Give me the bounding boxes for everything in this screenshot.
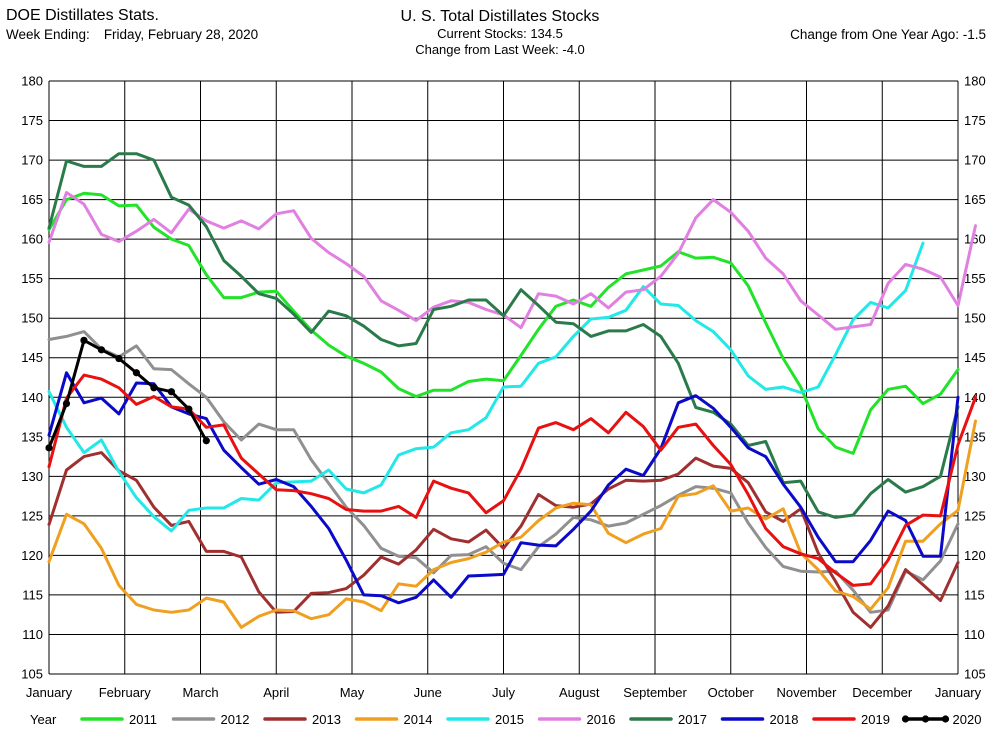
y-tick-label-left: 135 bbox=[21, 429, 43, 444]
x-tick-label: August bbox=[559, 685, 600, 700]
x-tick-label: March bbox=[182, 685, 218, 700]
current-stocks: Current Stocks: 134.5 bbox=[437, 26, 563, 41]
y-tick-label-left: 180 bbox=[21, 74, 43, 89]
series-point-2020 bbox=[167, 388, 175, 396]
series-point-2020 bbox=[97, 346, 106, 354]
series-line-2018 bbox=[47, 371, 960, 605]
y-tick-label-right: 110 bbox=[964, 627, 985, 642]
series-line-2014 bbox=[47, 419, 977, 629]
y-tick-label-left: 145 bbox=[21, 350, 43, 365]
week-ending: Week Ending: Friday, February 28, 2020 bbox=[6, 26, 258, 43]
series-point-2020 bbox=[202, 437, 210, 445]
legend-label-2015: 2015 bbox=[495, 712, 524, 727]
chart-header: U. S. Total Distillates Stocks Current S… bbox=[0, 7, 1000, 58]
legend-marker-2020 bbox=[901, 715, 910, 723]
legend-label-2013: 2013 bbox=[312, 712, 341, 727]
week-ending-value: Friday, February 28, 2020 bbox=[103, 27, 259, 42]
y-tick-label-left: 155 bbox=[21, 271, 43, 286]
legend-label-2014: 2014 bbox=[404, 712, 433, 727]
series-point-2020 bbox=[45, 444, 53, 452]
series-line-2020 bbox=[47, 338, 208, 450]
series-line-2016 bbox=[47, 191, 977, 331]
y-tick-label-left: 110 bbox=[22, 627, 43, 642]
series-point-2020 bbox=[115, 354, 123, 363]
y-tick-label-right: 150 bbox=[964, 311, 986, 326]
x-tick-label: September bbox=[623, 685, 687, 700]
y-tick-label-left: 170 bbox=[21, 153, 43, 168]
y-tick-label-left: 105 bbox=[21, 667, 43, 682]
chart-title: U. S. Total Distillates Stocks bbox=[400, 8, 600, 25]
x-tick-label: May bbox=[340, 685, 365, 700]
y-tick-label-right: 130 bbox=[964, 469, 986, 484]
legend-label-2018: 2018 bbox=[770, 712, 799, 727]
x-tick-label: January bbox=[935, 685, 982, 700]
y-tick-label-right: 165 bbox=[964, 192, 986, 207]
x-tick-label: November bbox=[777, 685, 838, 700]
week-ending-label: Week Ending: bbox=[6, 27, 90, 42]
series-line-2017 bbox=[47, 152, 960, 519]
series-line-2013 bbox=[47, 451, 960, 629]
y-tick-label-left: 130 bbox=[21, 469, 43, 484]
x-tick-label: April bbox=[263, 685, 289, 700]
x-tick-label: July bbox=[492, 685, 516, 700]
x-tick-label: January bbox=[26, 685, 73, 700]
y-tick-label-right: 135 bbox=[964, 429, 986, 444]
legend-marker-2020 bbox=[941, 715, 950, 723]
legend-marker-2020 bbox=[921, 715, 930, 723]
x-tick-label: October bbox=[708, 685, 755, 700]
x-tick-label: December bbox=[852, 685, 913, 700]
y-tick-label-right: 145 bbox=[964, 350, 986, 365]
y-tick-label-right: 180 bbox=[964, 74, 986, 89]
y-tick-label-left: 120 bbox=[21, 548, 43, 563]
y-tick-label-right: 160 bbox=[964, 232, 986, 247]
app-title: DOE Distillates Stats. bbox=[6, 7, 159, 24]
legend-label-2011: 2011 bbox=[129, 712, 157, 727]
x-tick-label: February bbox=[99, 685, 152, 700]
y-tick-label-right: 155 bbox=[964, 271, 986, 286]
legend-label-2017: 2017 bbox=[678, 712, 707, 727]
y-tick-label-left: 150 bbox=[21, 311, 43, 326]
change-from-last-week: Change from Last Week: -4.0 bbox=[415, 42, 585, 57]
series-line-2012 bbox=[47, 330, 960, 614]
legend-label-2020: 2020 bbox=[953, 712, 982, 727]
y-tick-label-right: 170 bbox=[964, 153, 986, 168]
y-tick-label-right: 175 bbox=[964, 113, 986, 128]
legend-label-2016: 2016 bbox=[587, 712, 616, 727]
series-point-2020 bbox=[185, 405, 193, 413]
change-from-one-year-ago: Change from One Year Ago: -1.5 bbox=[790, 27, 986, 42]
y-tick-label-right: 105 bbox=[964, 667, 986, 682]
series-point-2020 bbox=[132, 369, 141, 377]
legend-label-2019: 2019 bbox=[861, 712, 890, 727]
y-tick-label-right: 125 bbox=[964, 508, 986, 523]
y-tick-label-right: 120 bbox=[964, 548, 986, 563]
x-tick-label: June bbox=[414, 685, 442, 700]
series-point-2020 bbox=[80, 336, 88, 344]
series-point-2020 bbox=[150, 384, 158, 392]
y-tick-label-right: 115 bbox=[964, 587, 985, 602]
series-line-2019 bbox=[47, 373, 977, 587]
series-line-2015 bbox=[47, 241, 925, 533]
y-tick-label-left: 175 bbox=[21, 113, 43, 128]
legend-label-2012: 2012 bbox=[221, 712, 250, 727]
series-point-2020 bbox=[62, 399, 71, 408]
y-tick-label-left: 140 bbox=[21, 390, 43, 405]
y-tick-label-left: 115 bbox=[22, 587, 43, 602]
series-line-2011 bbox=[47, 191, 960, 455]
legend-title: Year bbox=[30, 712, 57, 727]
y-tick-label-left: 165 bbox=[21, 192, 43, 207]
y-tick-label-left: 160 bbox=[21, 232, 43, 247]
y-tick-label-left: 125 bbox=[21, 508, 43, 523]
